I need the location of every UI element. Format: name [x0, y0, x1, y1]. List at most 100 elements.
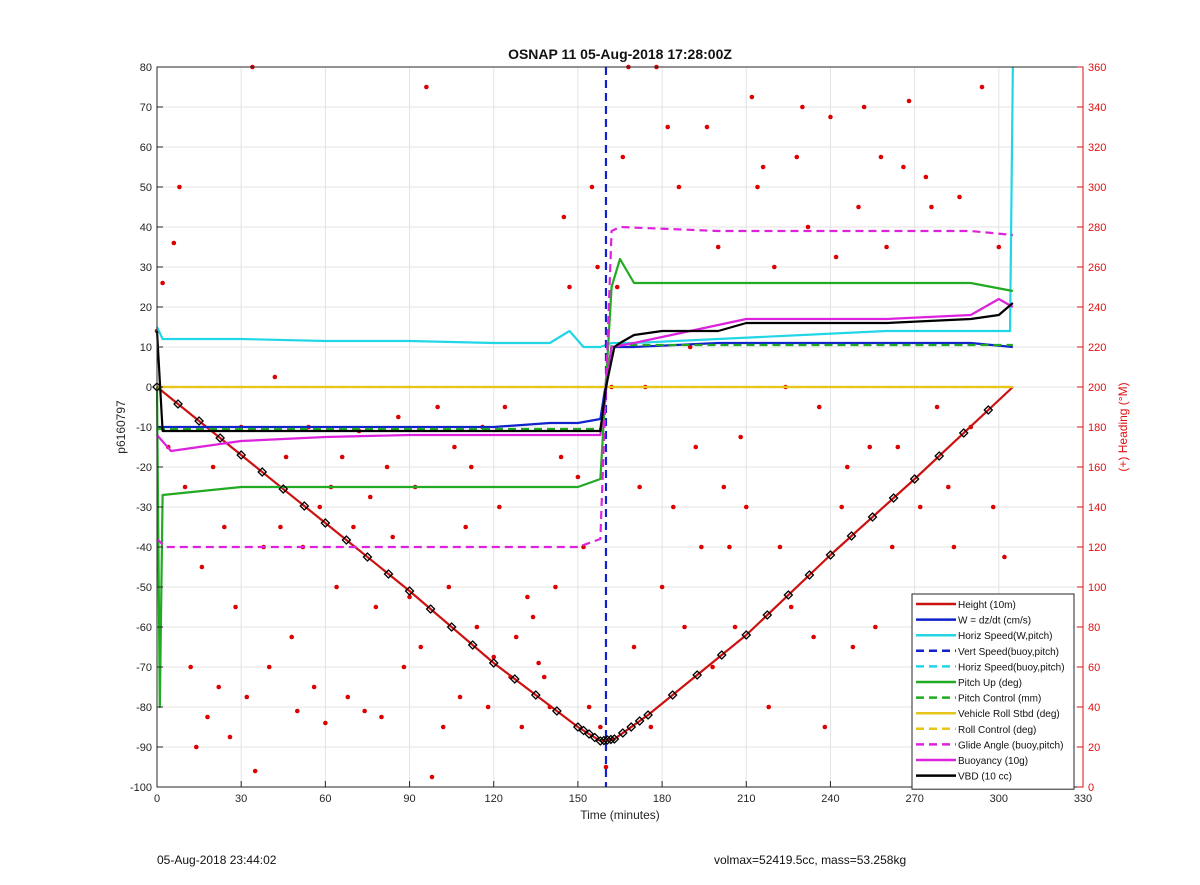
heading-point: [828, 114, 833, 120]
y-tick-label-right: 200: [1088, 382, 1106, 394]
footer-timestamp: 05-Aug-2018 23:44:02: [157, 853, 277, 867]
heading-point: [637, 484, 642, 490]
height-marker: [692, 670, 703, 680]
heading-point: [567, 284, 572, 290]
heading-point: [519, 724, 525, 730]
heading-point: [351, 524, 356, 530]
height-marker: [825, 550, 836, 560]
heading-point: [856, 204, 861, 210]
height-marker: [404, 586, 415, 596]
height-marker: [572, 722, 583, 732]
heading-point: [671, 504, 676, 510]
heading-point: [906, 98, 912, 104]
height-marker: [446, 622, 457, 632]
heading-point: [923, 174, 929, 180]
y-tick-label-right: 220: [1088, 342, 1106, 354]
heading-point: [1002, 554, 1007, 560]
heading-point: [732, 624, 738, 630]
heading-point: [957, 194, 962, 200]
heading-point: [595, 264, 600, 270]
heading-point: [323, 720, 328, 726]
series-lines: [152, 66, 1014, 787]
height-marker: [488, 658, 499, 668]
heading-point: [631, 644, 637, 650]
x-tick-label: 300: [990, 793, 1008, 805]
heading-point: [345, 694, 351, 700]
y-tick-label-left: 0: [146, 382, 152, 394]
y-tick-label-left: 30: [140, 262, 152, 274]
heading-point: [379, 714, 384, 720]
height-marker: [909, 474, 920, 484]
heading-point: [889, 544, 895, 550]
series-buoyancy-10g: [156, 297, 1014, 453]
y-tick-label-right: 120: [1088, 542, 1106, 554]
height-marker: [551, 706, 562, 716]
heading-point: [182, 484, 188, 490]
y-tick-label-right: 340: [1088, 102, 1106, 114]
heading-point: [407, 594, 412, 600]
heading-point: [497, 504, 502, 510]
y-tick-label-right: 180: [1088, 422, 1106, 434]
heading-point: [873, 624, 878, 630]
heading-point: [603, 764, 609, 770]
height-marker: [762, 610, 773, 620]
y-tick-label-right: 40: [1088, 702, 1100, 714]
height-marker: [804, 570, 815, 580]
heading-point: [721, 484, 727, 490]
legend-entry: Buoyancy (10g): [958, 756, 1028, 767]
heading-point: [435, 404, 440, 410]
height-marker: [846, 531, 857, 541]
heading-point: [252, 768, 258, 774]
legend: Height (10m) W = dz/dt (cm/s) Horiz Speed(…: [911, 593, 1075, 790]
y-tick-label-right: 100: [1088, 582, 1106, 594]
x-tick-label: 240: [821, 793, 839, 805]
x-tick-label: 150: [569, 793, 587, 805]
height-marker: [934, 451, 945, 461]
height-marker: [278, 484, 289, 494]
heading-point: [418, 644, 424, 650]
heading-point: [222, 524, 227, 530]
heading-point: [693, 444, 699, 450]
heading-point: [777, 544, 783, 550]
heading-point: [457, 694, 463, 700]
y-tick-label-right: 20: [1088, 742, 1100, 754]
heading-point: [440, 724, 446, 730]
height-marker: [578, 725, 589, 736]
legend-entry: W = dz/dt (cm/s): [958, 616, 1031, 627]
heading-point: [665, 124, 671, 130]
height-marker: [634, 716, 645, 726]
height-marker: [958, 428, 969, 438]
height-marker: [257, 467, 268, 477]
series-vbd-10-cc: [155, 302, 1014, 433]
heading-point: [833, 254, 839, 260]
x-tick-label: 30: [235, 793, 247, 805]
heading-point: [749, 94, 755, 100]
x-tick-label: 0: [154, 793, 160, 805]
heading-point: [317, 504, 323, 510]
heading-point: [581, 544, 586, 550]
heading-point: [715, 244, 721, 250]
y-tick-label-left: 80: [140, 62, 152, 74]
y-tick-label-left: -30: [136, 502, 152, 514]
height-marker: [530, 690, 541, 700]
heading-point: [946, 484, 951, 490]
height-marker: [609, 734, 620, 744]
heading-point: [755, 184, 760, 190]
heading-point: [491, 654, 497, 660]
heading-point: [800, 104, 805, 110]
y-tick-label-left: 20: [140, 302, 152, 314]
y-axis-label-right: (+) Heading (°M): [1116, 382, 1130, 471]
x-tick-label: 60: [319, 793, 331, 805]
heading-point: [424, 84, 429, 90]
heading-point: [772, 264, 777, 270]
y-tick-label-left: 40: [140, 222, 152, 234]
height-marker: [741, 630, 752, 640]
heading-point: [266, 664, 272, 670]
heading-point: [311, 684, 317, 690]
heading-point: [598, 724, 603, 730]
height-marker: [584, 729, 595, 739]
heading-point: [278, 524, 283, 530]
legend-entry: Vert Speed(buoy,pitch): [958, 647, 1059, 658]
heading-point: [699, 544, 704, 550]
